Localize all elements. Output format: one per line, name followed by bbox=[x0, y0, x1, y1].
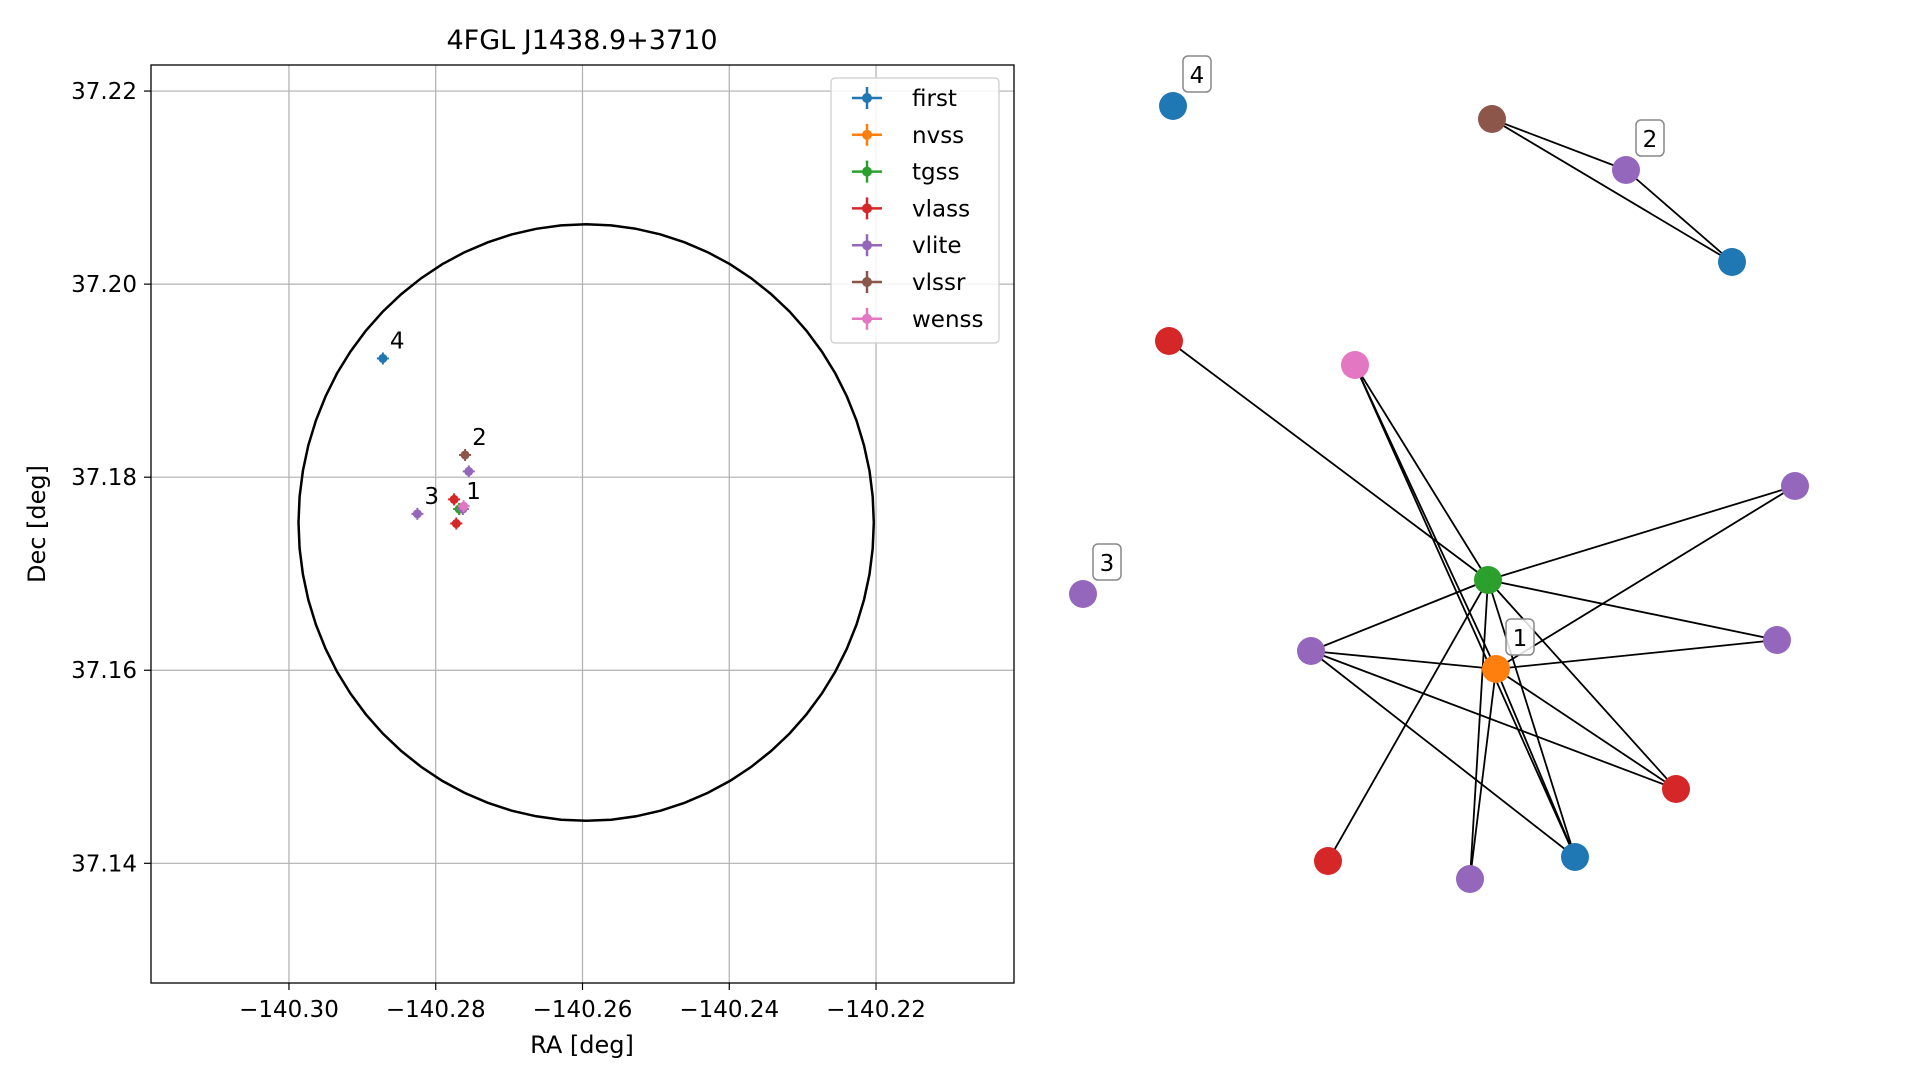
network-edge bbox=[1487, 485, 1796, 581]
data-point-vlass bbox=[448, 493, 461, 506]
point-annotations: 4 2 3 1 bbox=[390, 328, 487, 509]
network-node-vlite bbox=[1763, 626, 1791, 654]
svg-text:4: 4 bbox=[1190, 63, 1205, 89]
legend-label: vlssr bbox=[912, 270, 966, 296]
data-point-vlite bbox=[462, 465, 475, 478]
point-annotation: 3 bbox=[424, 484, 439, 510]
legend-label: vlite bbox=[912, 233, 962, 259]
legend-item-nvss: nvss bbox=[852, 123, 964, 149]
network-node-label: 3 bbox=[1092, 543, 1122, 581]
network-edge bbox=[1310, 579, 1489, 652]
x-tick-label: −140.30 bbox=[239, 997, 339, 1023]
legend-item-vlssr: vlssr bbox=[852, 270, 966, 296]
scatter-panel: 4 2 3 1 −140.30 −140.28 −140.26 −140.24 −140.22… bbox=[23, 25, 1015, 1059]
network-node-label: 1 bbox=[1505, 618, 1535, 656]
network-edge bbox=[1310, 650, 1497, 670]
data-point-vlssr bbox=[459, 448, 472, 461]
network-edge bbox=[1469, 579, 1489, 880]
network-node-vlass bbox=[1662, 775, 1690, 803]
network-edge bbox=[1354, 364, 1576, 858]
network-edge bbox=[1487, 579, 1677, 790]
region-circle-layer bbox=[297, 223, 876, 823]
network-edge bbox=[1310, 650, 1576, 858]
svg-text:2: 2 bbox=[1643, 127, 1658, 153]
network-edge bbox=[1495, 639, 1778, 670]
network-edge bbox=[1495, 485, 1796, 670]
legend-label: wenss bbox=[912, 307, 984, 333]
network-node-nvss bbox=[1482, 655, 1510, 683]
y-tick-label: 37.22 bbox=[71, 79, 137, 105]
network-node-vlssr bbox=[1478, 105, 1506, 133]
x-tick-label: −140.22 bbox=[826, 997, 926, 1023]
network-node-vlite bbox=[1456, 865, 1484, 893]
network-node-tgss bbox=[1474, 566, 1502, 594]
data-point-vlite bbox=[411, 507, 424, 520]
y-tick-label: 37.14 bbox=[71, 851, 137, 877]
svg-text:3: 3 bbox=[1100, 551, 1115, 577]
network-panel: 1 2 4 3 bbox=[1069, 55, 1809, 893]
point-annotation: 1 bbox=[466, 479, 481, 505]
data-point-vlass bbox=[450, 517, 463, 530]
x-tick-label: −140.26 bbox=[533, 997, 633, 1023]
network-node-vlite bbox=[1781, 472, 1809, 500]
network-edge bbox=[1625, 169, 1733, 263]
legend-label: first bbox=[912, 86, 957, 112]
network-edge bbox=[1354, 364, 1489, 581]
legend-item-wenss: wenss bbox=[852, 307, 984, 333]
y-tick-label: 37.16 bbox=[71, 658, 137, 684]
data-point-wenss bbox=[457, 500, 470, 513]
scatter-points bbox=[376, 352, 475, 530]
y-axis-label: Dec [deg] bbox=[23, 465, 51, 583]
network-edge bbox=[1495, 668, 1677, 790]
legend-item-vlite: vlite bbox=[852, 233, 962, 259]
network-edge bbox=[1168, 340, 1489, 581]
y-axis-ticks: 37.14 37.16 37.18 37.20 37.22 bbox=[71, 79, 151, 877]
legend: first nvss tgss vlass vlite vlssr wenss bbox=[830, 77, 1000, 344]
data-point-first bbox=[376, 352, 389, 365]
network-nodes bbox=[1069, 92, 1809, 893]
y-tick-label: 37.18 bbox=[71, 465, 137, 491]
network-node-label: 2 bbox=[1635, 119, 1665, 157]
region-circle bbox=[297, 223, 876, 823]
legend-item-tgss: tgss bbox=[852, 160, 960, 186]
x-axis-label: RA [deg] bbox=[530, 1031, 634, 1059]
y-tick-label: 37.20 bbox=[71, 272, 137, 298]
chart-title: 4FGL J1438.9+3710 bbox=[446, 25, 717, 56]
network-edge bbox=[1469, 668, 1497, 880]
network-edge bbox=[1487, 579, 1778, 641]
legend-box bbox=[830, 77, 1000, 344]
legend-item-first: first bbox=[852, 86, 957, 112]
network-edge bbox=[1491, 118, 1733, 263]
network-node-vlass bbox=[1314, 847, 1342, 875]
network-node-vlite bbox=[1612, 156, 1640, 184]
network-node-first bbox=[1159, 92, 1187, 120]
network-node-label: 4 bbox=[1182, 55, 1212, 93]
network-edges bbox=[1168, 118, 1796, 880]
network-node-vlite bbox=[1069, 580, 1097, 608]
network-node-wenss bbox=[1341, 351, 1369, 379]
legend-label: nvss bbox=[912, 123, 964, 149]
x-tick-label: −140.28 bbox=[386, 997, 486, 1023]
network-edge bbox=[1327, 579, 1489, 862]
network-edge bbox=[1487, 579, 1576, 858]
network-node-first bbox=[1718, 248, 1746, 276]
x-axis-ticks: −140.30 −140.28 −140.26 −140.24 −140.22 bbox=[239, 983, 926, 1023]
network-node-first bbox=[1561, 843, 1589, 871]
network-edge bbox=[1491, 118, 1627, 171]
network-edge bbox=[1310, 650, 1677, 790]
point-annotation: 2 bbox=[472, 425, 487, 451]
network-node-vlass bbox=[1155, 327, 1183, 355]
network-node-labels: 1 2 4 3 bbox=[1092, 55, 1665, 656]
svg-text:1: 1 bbox=[1513, 626, 1528, 652]
point-annotation: 4 bbox=[390, 328, 405, 354]
x-tick-label: −140.24 bbox=[679, 997, 779, 1023]
legend-item-vlass: vlass bbox=[852, 196, 970, 222]
legend-label: tgss bbox=[912, 160, 960, 186]
legend-label: vlass bbox=[912, 196, 970, 222]
network-node-vlite bbox=[1297, 637, 1325, 665]
